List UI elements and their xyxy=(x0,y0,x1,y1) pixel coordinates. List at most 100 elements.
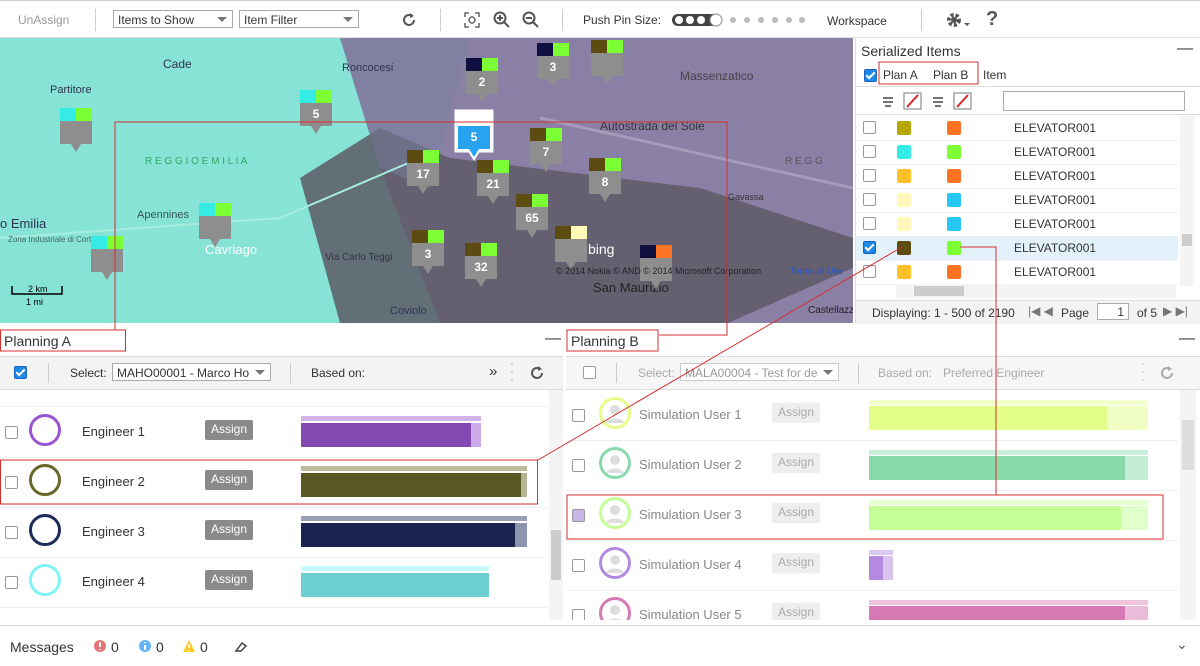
pin-color xyxy=(516,194,532,207)
assign-button[interactable]: Assign xyxy=(205,570,253,590)
vertical-scrollbar[interactable] xyxy=(1180,390,1196,620)
assign-button[interactable]: Assign xyxy=(772,553,820,573)
assign-button[interactable]: Assign xyxy=(205,420,253,440)
grid-row[interactable]: ELEVATOR001 xyxy=(856,236,1178,261)
more-menu[interactable]: ··· xyxy=(510,359,514,383)
assign-button[interactable]: Assign xyxy=(772,503,820,523)
zoom-out-icon[interactable] xyxy=(522,11,540,29)
assign-button[interactable]: Assign xyxy=(772,403,820,423)
row-checkbox[interactable] xyxy=(5,526,18,539)
grid-row[interactable]: ELEVATOR001 xyxy=(856,164,1178,189)
pin-count: 5 xyxy=(313,107,320,121)
column-header[interactable]: Item xyxy=(983,68,1006,82)
row-checkbox[interactable] xyxy=(572,609,585,620)
column-header[interactable]: Plan A xyxy=(883,68,918,82)
engineer-name: Simulation User 2 xyxy=(639,457,742,472)
row-checkbox[interactable] xyxy=(572,559,585,572)
based-on-label: Based on: xyxy=(311,366,365,380)
more-menu[interactable]: ··· xyxy=(1141,359,1145,383)
row-checkbox[interactable] xyxy=(863,217,876,230)
assign-button[interactable]: Assign xyxy=(205,520,253,540)
pin-color xyxy=(458,113,474,126)
grid-row[interactable]: ELEVATOR001 xyxy=(856,260,1178,285)
pin-count: 65 xyxy=(525,211,539,225)
clear-icon[interactable] xyxy=(234,641,248,653)
map-label: R E G G xyxy=(785,156,823,167)
select-label: Select: xyxy=(638,366,675,380)
map-copyright: © 2014 Nokia © AND © 2014 Microsoft Corp… xyxy=(556,266,761,276)
info-icon xyxy=(138,639,152,653)
plan-b-swatch xyxy=(947,217,961,231)
engineer-select[interactable]: MAHO00001 - Marco Ho xyxy=(112,363,271,381)
zoom-fit-icon[interactable] xyxy=(463,11,481,29)
row-checkbox[interactable] xyxy=(863,145,876,158)
row-checkbox[interactable] xyxy=(863,265,876,278)
filter-icons[interactable] xyxy=(881,92,931,110)
assign-button[interactable]: Assign xyxy=(772,453,820,473)
grid-row[interactable]: ELEVATOR001 xyxy=(856,116,1178,141)
pin-color xyxy=(91,236,107,249)
vertical-scrollbar[interactable] xyxy=(1180,116,1194,286)
minimize-button[interactable]: — xyxy=(545,330,561,348)
serialized-items-panel: Serialized Items — Plan A Plan B Item EL… xyxy=(855,38,1200,323)
row-checkbox[interactable] xyxy=(863,169,876,182)
help-button[interactable]: ? xyxy=(986,8,998,31)
unassign-button[interactable]: UnAssign xyxy=(18,13,69,27)
minimize-button[interactable]: — xyxy=(1179,330,1195,348)
row-checkbox[interactable] xyxy=(572,459,585,472)
row-checkbox[interactable] xyxy=(572,509,585,522)
map-terms-link[interactable]: Terms of Use xyxy=(790,266,843,276)
items-to-show-select[interactable]: Items to Show xyxy=(113,10,233,28)
pager-nav[interactable]: |◀ ◀ xyxy=(1028,304,1053,318)
assign-button[interactable]: Assign xyxy=(772,603,820,620)
page-input[interactable]: 1 xyxy=(1097,303,1129,320)
select-all-checkbox[interactable] xyxy=(14,366,27,379)
map-logo: bing xyxy=(588,241,614,257)
row-checkbox[interactable] xyxy=(863,121,876,134)
pin-color xyxy=(481,243,497,256)
map[interactable]: CadePartitoreRoncocesiMassenzaticoAutost… xyxy=(0,38,853,323)
pager-nav[interactable]: ▶ ▶| xyxy=(1163,304,1188,318)
pin-count: 3 xyxy=(550,60,557,74)
row-checkbox[interactable] xyxy=(5,476,18,489)
settings-icon[interactable] xyxy=(945,11,971,29)
row-checkbox[interactable] xyxy=(5,576,18,589)
pin-size-slider[interactable] xyxy=(670,11,810,29)
column-header[interactable]: Plan B xyxy=(933,68,968,82)
filter-icons[interactable] xyxy=(931,92,981,110)
workspace-menu[interactable]: Workspace xyxy=(827,14,887,28)
planning-a-panel: Planning A — Select: MAHO00001 - Marco H… xyxy=(0,329,563,620)
grid-row[interactable]: ELEVATOR001 xyxy=(856,188,1178,213)
row-checkbox[interactable] xyxy=(572,409,585,422)
engineer-name: Engineer 1 xyxy=(82,424,145,439)
select-all-checkbox[interactable] xyxy=(583,366,596,379)
item-name: ELEVATOR001 xyxy=(1014,217,1096,231)
expand-button[interactable]: ⌄ xyxy=(1176,636,1188,653)
row-checkbox[interactable] xyxy=(863,241,876,254)
engineer-select[interactable]: MALA00004 - Test for de xyxy=(680,363,839,381)
grid-row[interactable]: ELEVATOR001 xyxy=(856,140,1178,165)
vertical-scrollbar[interactable] xyxy=(549,390,563,620)
plan-b-swatch xyxy=(947,241,961,255)
refresh-icon[interactable] xyxy=(528,364,546,382)
filter-row xyxy=(856,88,1200,115)
refresh-icon[interactable] xyxy=(400,11,418,29)
minimize-button[interactable]: — xyxy=(1177,40,1193,58)
grid-row[interactable]: ELEVATOR001 xyxy=(856,212,1178,237)
assign-button[interactable]: Assign xyxy=(205,470,253,490)
item-filter-select[interactable]: Item Filter xyxy=(239,10,359,28)
plan-a-swatch xyxy=(897,145,911,159)
engineer-name: Simulation User 5 xyxy=(639,607,742,620)
map-pin[interactable]: 5 xyxy=(455,110,493,160)
item-filter-input[interactable] xyxy=(1003,91,1185,111)
separator xyxy=(921,9,922,31)
map-label: Castellazzo xyxy=(808,305,853,316)
zoom-in-icon[interactable] xyxy=(493,11,511,29)
expand-button[interactable]: » xyxy=(489,363,497,380)
select-all-checkbox[interactable] xyxy=(864,69,877,82)
row-checkbox[interactable] xyxy=(5,426,18,439)
messages-label[interactable]: Messages xyxy=(10,639,74,655)
horizontal-scrollbar[interactable] xyxy=(896,284,1176,298)
refresh-icon[interactable] xyxy=(1158,364,1176,382)
row-checkbox[interactable] xyxy=(863,193,876,206)
